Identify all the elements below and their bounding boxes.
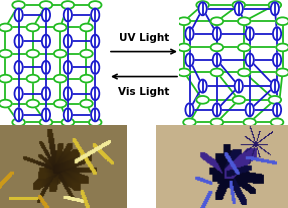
Ellipse shape	[80, 75, 93, 83]
Ellipse shape	[14, 8, 23, 21]
Ellipse shape	[42, 108, 50, 121]
Ellipse shape	[246, 53, 254, 66]
Ellipse shape	[185, 53, 194, 66]
Ellipse shape	[14, 108, 23, 121]
Ellipse shape	[89, 1, 101, 9]
Ellipse shape	[211, 68, 223, 76]
Ellipse shape	[185, 103, 194, 116]
Ellipse shape	[271, 2, 279, 15]
Ellipse shape	[198, 2, 207, 15]
Ellipse shape	[235, 2, 243, 15]
Ellipse shape	[26, 50, 39, 58]
Ellipse shape	[54, 24, 67, 31]
Ellipse shape	[26, 75, 39, 83]
Ellipse shape	[196, 1, 209, 9]
Ellipse shape	[26, 24, 39, 31]
Ellipse shape	[54, 50, 67, 58]
Text: Vis Light: Vis Light	[118, 87, 170, 97]
Ellipse shape	[276, 68, 288, 76]
Ellipse shape	[246, 103, 254, 116]
Ellipse shape	[40, 1, 52, 9]
Ellipse shape	[185, 27, 194, 40]
Ellipse shape	[80, 100, 93, 108]
Ellipse shape	[91, 108, 99, 121]
Ellipse shape	[89, 118, 101, 126]
Ellipse shape	[273, 103, 281, 116]
Ellipse shape	[178, 43, 190, 51]
Ellipse shape	[276, 17, 288, 25]
Ellipse shape	[243, 118, 256, 126]
Ellipse shape	[238, 68, 251, 76]
Ellipse shape	[54, 100, 67, 108]
Ellipse shape	[91, 8, 99, 21]
Ellipse shape	[0, 75, 12, 83]
Ellipse shape	[64, 61, 72, 74]
Ellipse shape	[0, 100, 12, 108]
Ellipse shape	[269, 1, 281, 9]
Ellipse shape	[64, 35, 72, 48]
Ellipse shape	[183, 118, 196, 126]
Ellipse shape	[276, 43, 288, 51]
Ellipse shape	[211, 43, 223, 51]
Ellipse shape	[80, 24, 93, 31]
Ellipse shape	[54, 75, 67, 83]
Ellipse shape	[91, 87, 99, 100]
Ellipse shape	[62, 1, 74, 9]
Ellipse shape	[211, 118, 223, 126]
Ellipse shape	[213, 53, 221, 66]
Ellipse shape	[232, 96, 245, 104]
Ellipse shape	[198, 79, 207, 93]
Ellipse shape	[14, 61, 23, 74]
Ellipse shape	[232, 1, 245, 9]
Ellipse shape	[213, 103, 221, 116]
Ellipse shape	[40, 118, 52, 126]
Ellipse shape	[271, 118, 283, 126]
Ellipse shape	[235, 79, 243, 93]
Ellipse shape	[12, 1, 25, 9]
Ellipse shape	[42, 8, 50, 21]
Ellipse shape	[62, 118, 74, 126]
Ellipse shape	[64, 8, 72, 21]
Ellipse shape	[26, 100, 39, 108]
Ellipse shape	[91, 35, 99, 48]
Ellipse shape	[42, 35, 50, 48]
Ellipse shape	[12, 118, 25, 126]
Ellipse shape	[178, 68, 190, 76]
Ellipse shape	[64, 108, 72, 121]
Ellipse shape	[64, 87, 72, 100]
Ellipse shape	[14, 35, 23, 48]
Ellipse shape	[238, 17, 251, 25]
Ellipse shape	[0, 50, 12, 58]
Ellipse shape	[178, 17, 190, 25]
Ellipse shape	[269, 96, 281, 104]
Ellipse shape	[42, 87, 50, 100]
Ellipse shape	[42, 61, 50, 74]
Ellipse shape	[80, 50, 93, 58]
Ellipse shape	[91, 61, 99, 74]
Ellipse shape	[196, 96, 209, 104]
Ellipse shape	[271, 79, 279, 93]
Ellipse shape	[213, 27, 221, 40]
Ellipse shape	[273, 53, 281, 66]
Ellipse shape	[211, 17, 223, 25]
Ellipse shape	[273, 27, 281, 40]
Ellipse shape	[246, 27, 254, 40]
Ellipse shape	[14, 87, 23, 100]
Text: UV Light: UV Light	[119, 33, 169, 43]
Ellipse shape	[238, 43, 251, 51]
Ellipse shape	[0, 24, 12, 31]
